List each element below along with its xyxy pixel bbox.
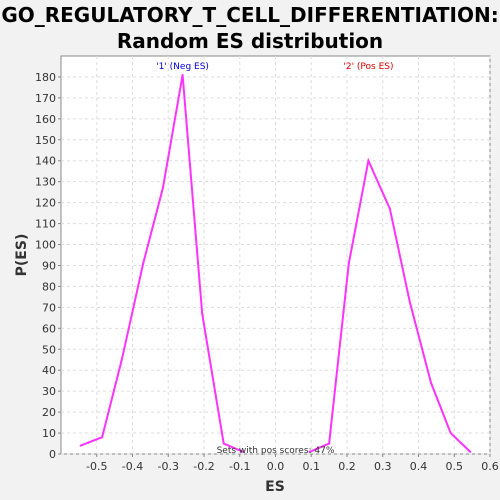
data-point — [222, 442, 225, 445]
data-point — [308, 450, 311, 453]
x-tick-label: 0.5 — [446, 460, 464, 473]
y-tick-label: 50 — [42, 343, 56, 356]
y-tick-label: 60 — [42, 322, 56, 335]
y-tick-label: 130 — [35, 176, 56, 189]
y-tick-label: 170 — [35, 92, 56, 105]
x-tick-label: 0.3 — [374, 460, 392, 473]
series-lines — [79, 73, 472, 453]
y-tick-label: 20 — [42, 406, 56, 419]
grid — [61, 56, 491, 455]
data-point — [328, 442, 331, 445]
y-tick-label: 30 — [42, 385, 56, 398]
x-tick-label: 0.6 — [481, 460, 499, 473]
data-point — [79, 444, 82, 447]
data-point — [408, 300, 411, 303]
y-tick-label: 110 — [35, 218, 56, 231]
data-point — [201, 312, 204, 315]
y-tick-label: 40 — [42, 364, 56, 377]
y-tick-label: 90 — [42, 259, 56, 272]
chart-title-line-1: GO_REGULATORY_T_CELL_DIFFERENTIATION: — [1, 3, 499, 27]
data-point — [120, 358, 123, 361]
chart-title: GO_REGULATORY_T_CELL_DIFFERENTIATION: Ra… — [0, 2, 500, 54]
y-tick-label: 10 — [42, 427, 56, 440]
data-point — [367, 159, 370, 162]
x-tick-label: 0.0 — [267, 460, 285, 473]
y-tick-label: 180 — [35, 71, 56, 84]
ticks: 0 10 20 30 40 50 60 70 80 90 100 110 120 130 140 150 160… — [35, 71, 499, 473]
y-tick-label: 150 — [35, 134, 56, 147]
y-tick-label: 100 — [35, 239, 56, 252]
annotation-label: '1' (Neg ES) — [156, 62, 209, 72]
y-tick-label: 140 — [35, 155, 56, 168]
data-point — [449, 432, 452, 435]
y-tick-label: 160 — [35, 113, 56, 126]
data-point — [142, 262, 145, 265]
x-tick-label: 0.2 — [338, 460, 356, 473]
data-point — [242, 450, 245, 453]
chart-title-line-2: Random ES distribution — [116, 29, 384, 53]
x-tick-label: 0.1 — [303, 460, 321, 473]
annotation-label: '2' (Pos ES) — [343, 62, 393, 72]
y-axis-title: P(ES) — [14, 234, 30, 277]
data-point — [430, 381, 433, 384]
x-tick-label: 0.4 — [410, 460, 428, 473]
data-point — [161, 186, 164, 189]
y-tick-label: 80 — [42, 280, 56, 293]
data-point — [347, 262, 350, 265]
x-tick-label: -0.1 — [229, 460, 250, 473]
x-tick-label: -0.2 — [193, 460, 214, 473]
x-tick-label: -0.4 — [122, 460, 143, 473]
y-tick-label: 70 — [42, 301, 56, 314]
x-tick-label: -0.5 — [86, 460, 107, 473]
data-point — [181, 73, 184, 76]
data-point — [388, 207, 391, 210]
annotation-label: Sets with pos scores: 47% — [217, 446, 335, 456]
y-tick-label: 120 — [35, 197, 56, 210]
data-point — [101, 436, 104, 439]
x-tick-label: -0.3 — [158, 460, 179, 473]
annotations: '1' (Neg ES) '2' (Pos ES) Sets with pos sc… — [156, 62, 393, 456]
data-point — [469, 450, 472, 453]
y-tick-label: 0 — [49, 448, 56, 461]
x-axis-title: ES — [265, 479, 285, 495]
